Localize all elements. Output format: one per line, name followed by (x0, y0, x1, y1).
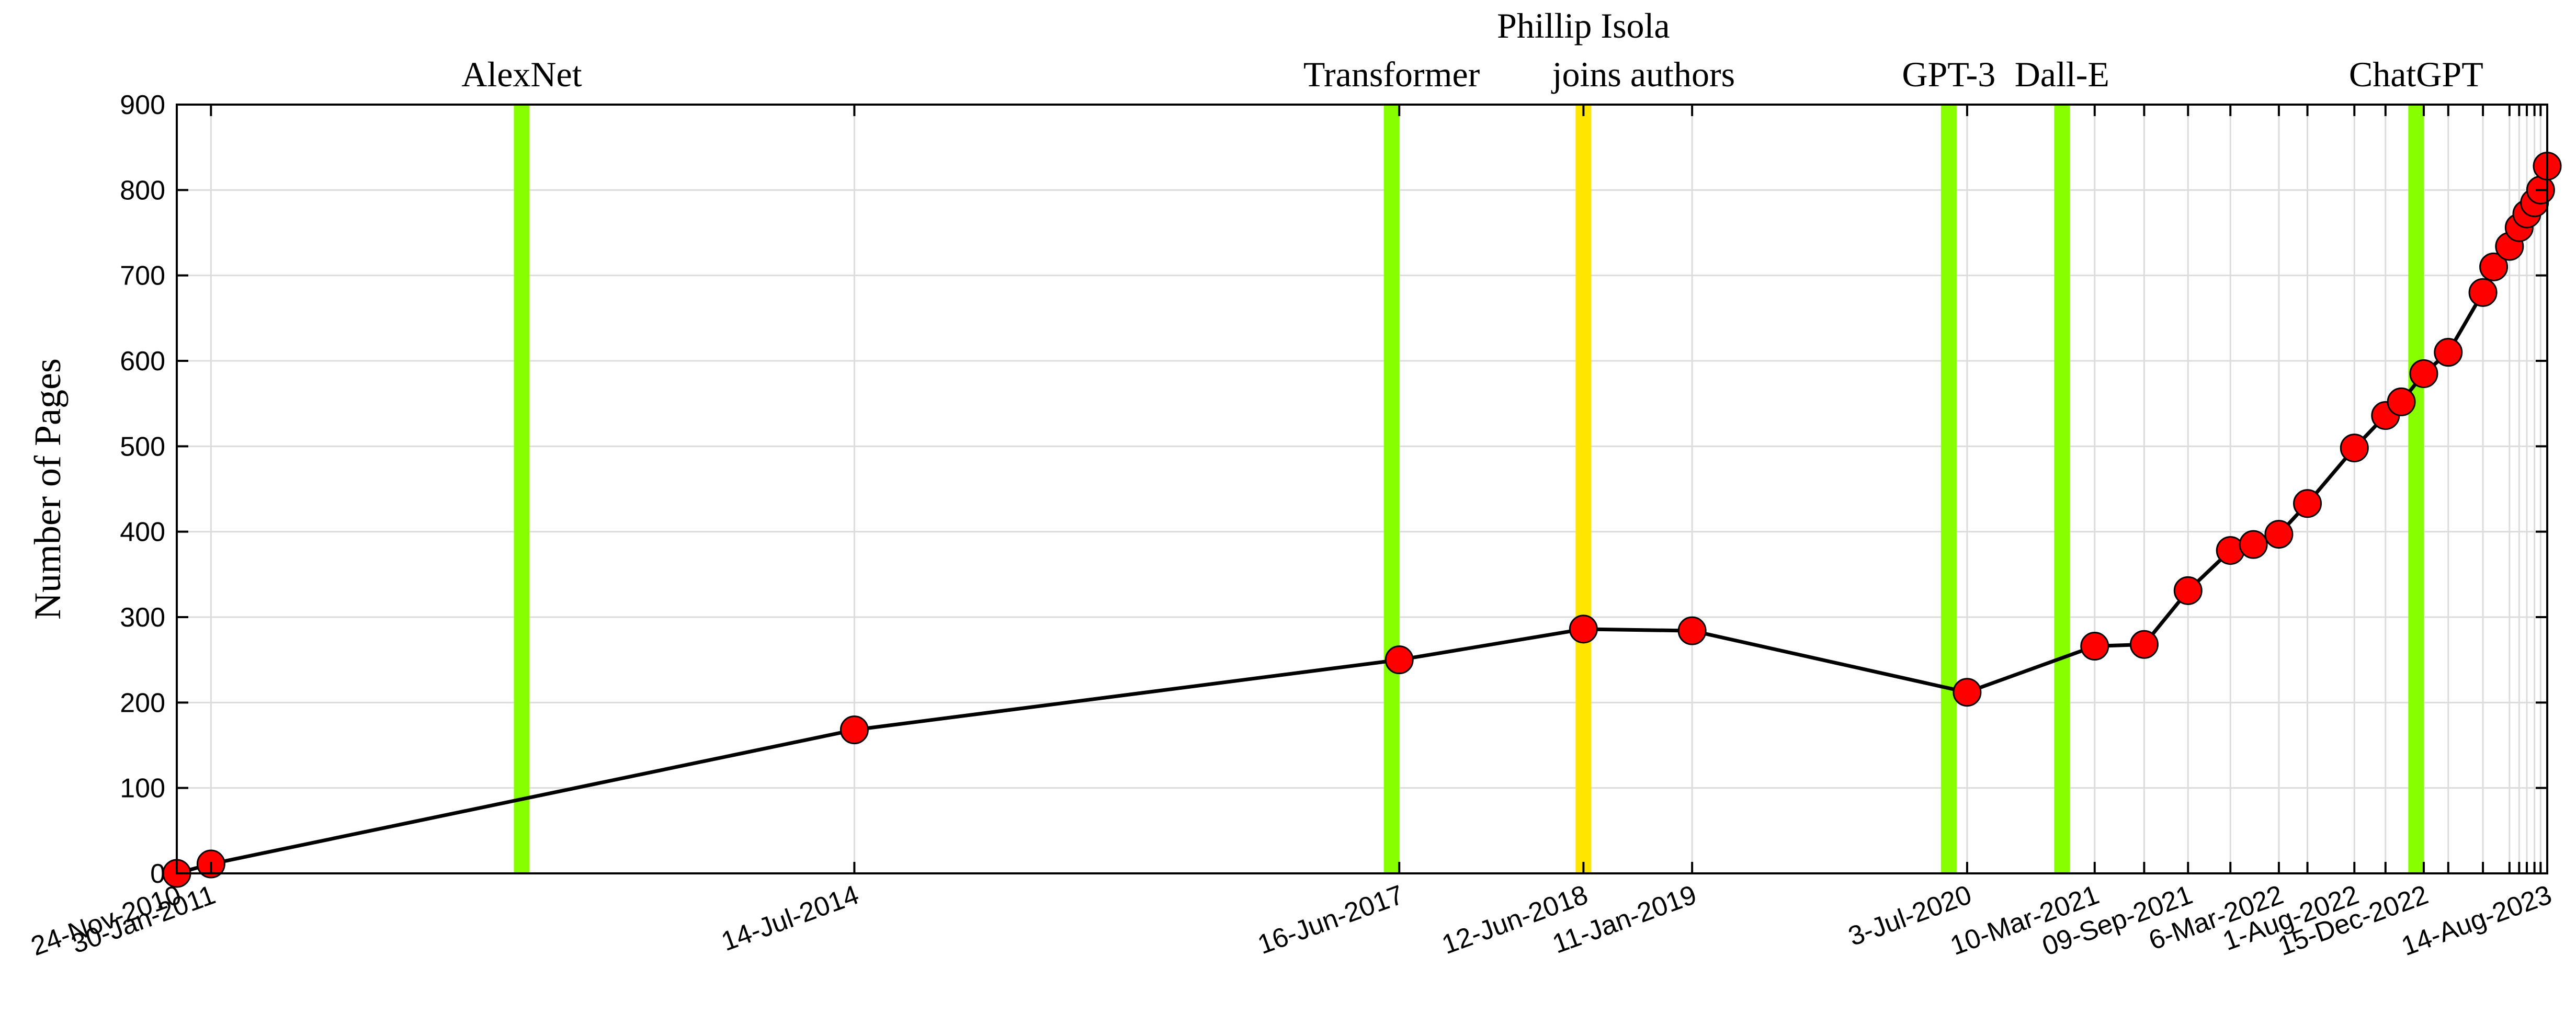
y-tick-label: 900 (120, 90, 165, 120)
y-tick-label: 300 (120, 602, 165, 633)
y-tick-label: 500 (120, 431, 165, 462)
event-band (514, 105, 530, 873)
y-tick-label: 100 (120, 773, 165, 804)
data-point (2479, 252, 2509, 281)
data-point (2293, 489, 2322, 518)
event-label: Dall-E (2015, 54, 2109, 94)
data-point (2239, 530, 2268, 559)
event-label: AlexNet (461, 54, 582, 94)
data-point (1677, 616, 1707, 645)
data-point (1569, 615, 1598, 644)
series-pages (162, 152, 2562, 888)
event-label: Transformer (1303, 54, 1480, 94)
event-band (1940, 105, 1957, 873)
axis-ticks (176, 104, 2548, 874)
data-point (2080, 632, 2109, 661)
y-tick-label: 0 (150, 859, 165, 889)
data-point (2468, 278, 2498, 307)
data-point (839, 715, 869, 745)
data-point (2173, 576, 2203, 605)
event-label: Phillip Isola (1497, 6, 1670, 45)
data-point (2340, 434, 2369, 463)
data-point (1385, 645, 1414, 675)
y-tick-label: 200 (120, 688, 165, 718)
event-label: GPT-3 (1902, 54, 1995, 94)
event-band (1575, 105, 1592, 873)
y-tick-label: 400 (120, 517, 165, 548)
data-point (2434, 338, 2463, 367)
event-band (2054, 105, 2070, 873)
y-tick-label: 800 (120, 175, 165, 206)
event-band (2408, 105, 2424, 873)
y-axis-label: Number of Pages (27, 358, 69, 620)
y-tick-label: 600 (120, 346, 165, 377)
y-tick-label: 700 (120, 261, 165, 291)
event-band (1383, 105, 1400, 873)
plot-frame (176, 104, 2548, 874)
data-point (2409, 359, 2438, 388)
data-point (2264, 520, 2294, 549)
event-label: ChatGPT (2349, 54, 2483, 94)
data-point (2129, 630, 2159, 659)
data-point (2387, 387, 2416, 416)
event-label-line2: joins authors (1551, 54, 1735, 94)
event-bands (514, 105, 2424, 873)
data-point (1953, 678, 1982, 707)
